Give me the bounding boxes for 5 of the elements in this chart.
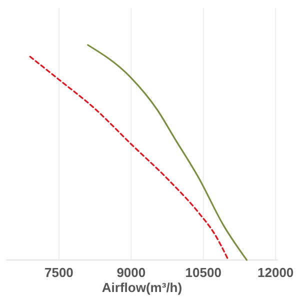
x-tick-label: 12000 [258, 265, 294, 280]
x-tick-label: 7500 [44, 265, 74, 280]
x-tick-label: 9000 [116, 265, 146, 280]
x-axis-title: Airflow(m³/h) [102, 280, 182, 295]
x-tick-label: 10500 [185, 265, 222, 280]
